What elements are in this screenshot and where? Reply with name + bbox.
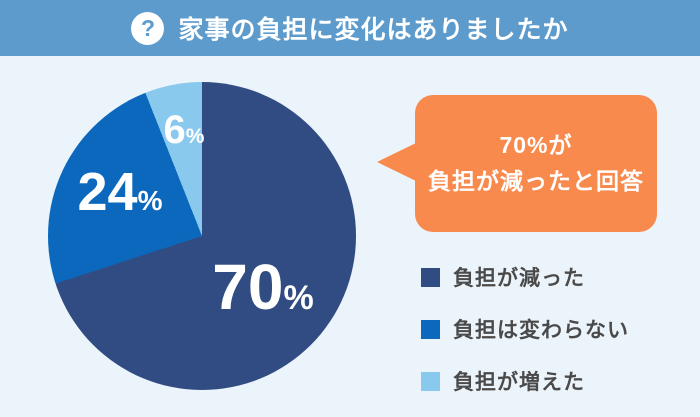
legend-swatch [421, 319, 440, 339]
legend: 負担が減った 負担は変わらない 負担が増えた [421, 262, 629, 396]
slice-value: 6 [163, 108, 186, 152]
header-banner: ? 家事の負担に変化はありましたか [0, 0, 700, 56]
pie-slice-label-unchanged: 24% [78, 165, 163, 219]
callout-tail-left-arrow [377, 143, 416, 181]
callout-line-1: 70%が [499, 131, 573, 158]
pie-chart: 70% 24% 6% [48, 82, 356, 390]
question-mark-icon: ? [131, 11, 165, 45]
legend-swatch [421, 371, 440, 391]
slice-unit: % [185, 125, 205, 148]
page-title: 家事の負担に変化はありましたか [178, 16, 569, 44]
pie-slice-label-increased: 6% [164, 110, 205, 150]
legend-swatch [421, 267, 440, 287]
slice-value: 24 [77, 162, 138, 222]
callout-line-2: 負担が減ったと回答 [428, 167, 644, 194]
slice-value: 70 [212, 251, 284, 323]
slice-unit: % [137, 185, 163, 216]
legend-label: 負担が減った [453, 267, 585, 290]
legend-item-unchanged: 負担は変わらない [421, 314, 629, 344]
legend-label: 負担は変わらない [453, 319, 629, 342]
pie-slice-label-decreased: 70% [212, 255, 313, 319]
question-mark-glyph: ? [140, 14, 156, 41]
callout-bubble: 70%が 負担が減ったと回答 [377, 95, 657, 232]
legend-item-decreased: 負担が減った [421, 262, 629, 292]
slice-unit: % [283, 279, 314, 317]
legend-item-increased: 負担が増えた [421, 366, 629, 396]
legend-label: 負担が増えた [453, 371, 585, 394]
